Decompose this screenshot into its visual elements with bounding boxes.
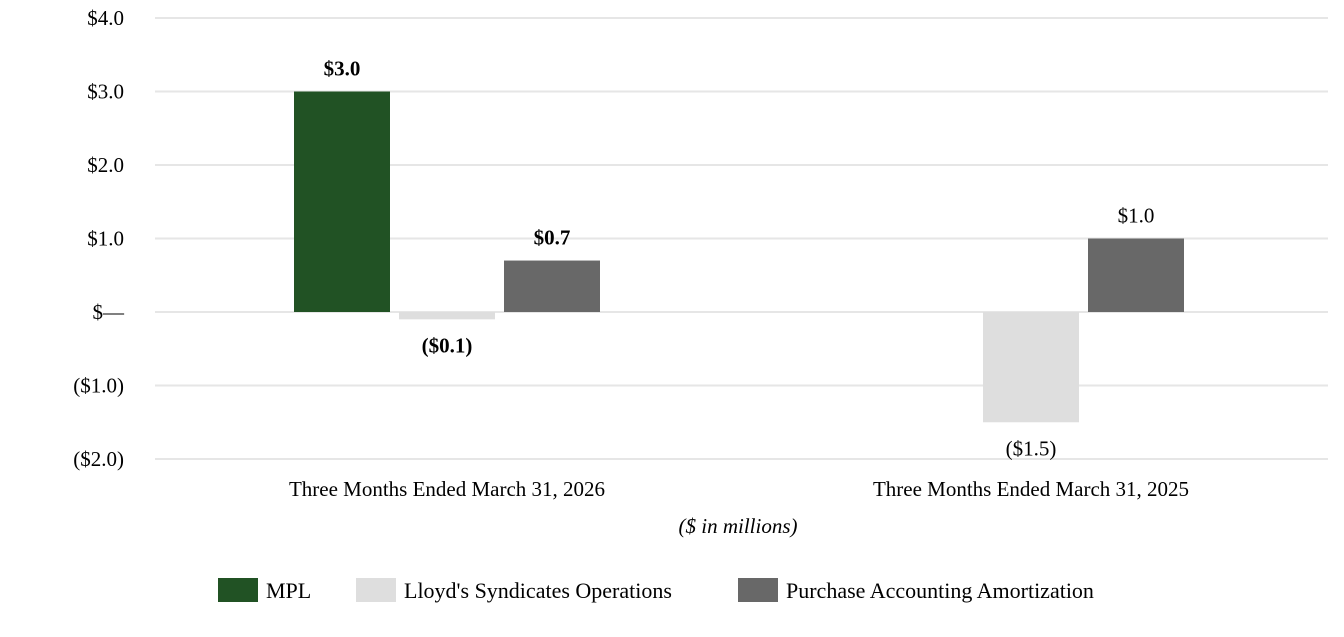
bar [294,91,390,312]
category-label: Three Months Ended March 31, 2025 [873,477,1189,501]
legend-swatch [738,578,778,602]
bars [294,91,1184,423]
legend: MPL Lloyd's Syndicates Operations Purchase… [218,578,1094,603]
data-labels: $3.0 ($0.1) $0.7 ($1.5) $1.0 [324,57,1155,461]
y-tick-label: $2.0 [87,153,124,177]
y-tick-label: $— [93,300,126,324]
category-label: Three Months Ended March 31, 2026 [289,477,605,501]
y-tick-label: ($1.0) [73,374,124,398]
data-label: ($0.1) [422,333,473,357]
bar [504,260,600,312]
data-label: $0.7 [534,226,571,250]
bar [1088,238,1184,312]
legend-label: Purchase Accounting Amortization [786,578,1094,603]
data-label: $3.0 [324,57,361,81]
category-labels: Three Months Ended March 31, 2026 Three M… [289,477,1189,501]
y-tick-label: $4.0 [87,6,124,30]
y-axis-tick-labels: $4.0 $3.0 $2.0 $1.0 $— ($1.0) ($2.0) [73,6,125,471]
y-tick-label: ($2.0) [73,447,124,471]
legend-swatch [356,578,396,602]
y-tick-label: $1.0 [87,227,124,251]
legend-swatch [218,578,258,602]
legend-label: Lloyd's Syndicates Operations [404,578,672,603]
data-label: $1.0 [1118,204,1155,228]
data-label: ($1.5) [1006,436,1057,460]
x-axis-unit-label: ($ in millions) [679,514,798,538]
bar [399,312,495,320]
legend-label: MPL [266,578,311,603]
bar [983,312,1079,423]
y-tick-label: $3.0 [87,80,124,104]
